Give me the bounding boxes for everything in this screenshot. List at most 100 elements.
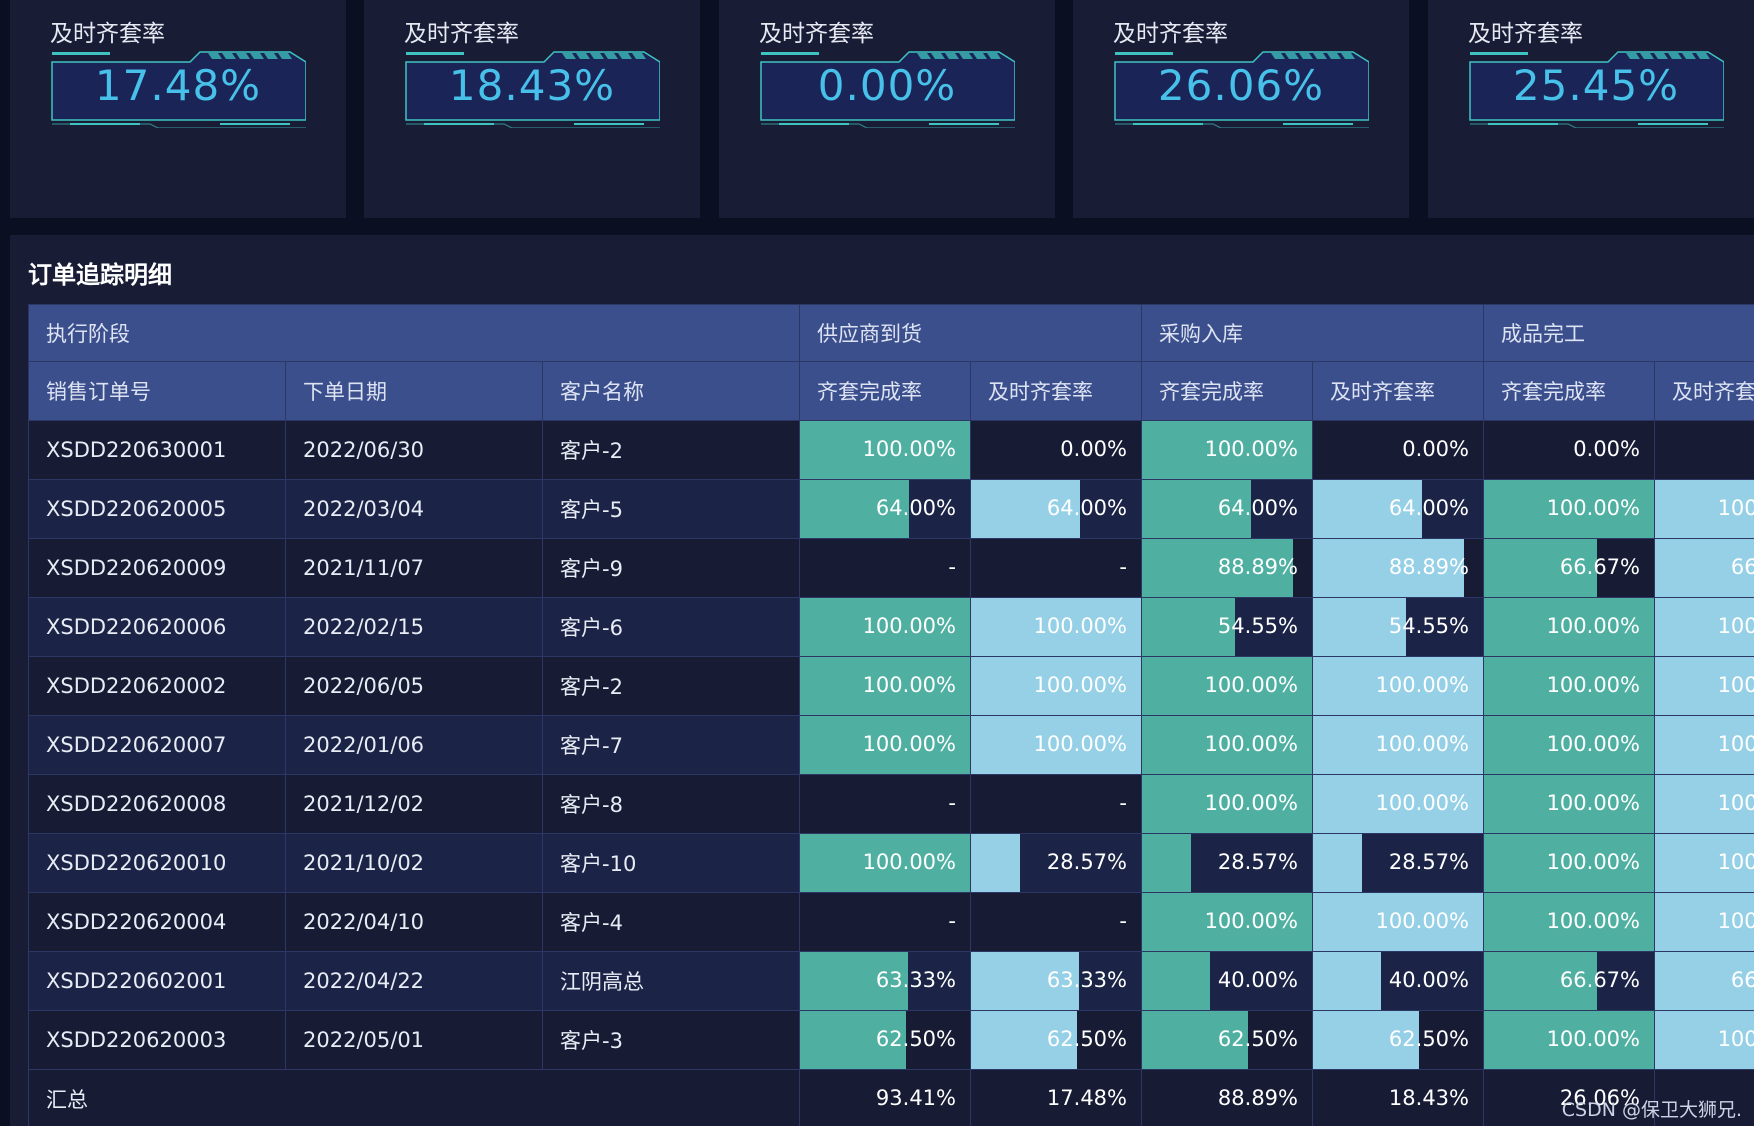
table-row[interactable]: XSDD220620008 2021/12/02 客户-8 - - 100.00% 100.… xyxy=(28,774,1754,834)
column-header[interactable]: 及时齐套率 xyxy=(1654,361,1754,421)
column-header[interactable]: 下单日期 xyxy=(285,361,543,421)
complete-rate-cell: - xyxy=(799,774,971,834)
rate-bar-fill xyxy=(1655,539,1754,597)
kpi-frame: 0.00% xyxy=(759,50,1015,128)
customer-name-cell: 客户-2 xyxy=(542,420,800,480)
rate-value: 28.57% xyxy=(1388,850,1469,874)
rate-bar-fill xyxy=(1142,598,1235,656)
kpi-card: 及时齐套率 26.06% xyxy=(1073,0,1409,218)
table-row[interactable]: XSDD220620009 2021/11/07 客户-9 - - 88.89% 88.89… xyxy=(28,538,1754,598)
complete-rate-cell: 100.00% xyxy=(799,656,971,716)
rate-value: 54.55% xyxy=(1388,614,1469,638)
rate-value: 100.00% xyxy=(1204,909,1298,933)
table-row[interactable]: XSDD220620003 2022/05/01 客户-3 62.50% 62.50% 6… xyxy=(28,1010,1754,1070)
timely-rate-cell: 62.50% xyxy=(970,1010,1142,1070)
order-date-cell: 2021/12/02 xyxy=(285,774,543,834)
column-header[interactable]: 及时齐套率 xyxy=(970,361,1142,421)
rate-bar-fill xyxy=(800,716,970,774)
rate-bar-fill xyxy=(1484,598,1654,656)
rate-bar-fill xyxy=(1313,1011,1420,1069)
group-header-purchase: 采购入库 xyxy=(1141,304,1484,362)
timely-rate-cell: 88.89% xyxy=(1312,538,1484,598)
table-row[interactable]: XSDD220620002 2022/06/05 客户-2 100.00% 100.00… xyxy=(28,656,1754,716)
rate-value: 100.00% xyxy=(1546,673,1640,697)
kpi-card: 及时齐套率 25.45% xyxy=(1428,0,1754,218)
rate-value: 100.00% xyxy=(1375,791,1469,815)
rate-bar-fill xyxy=(971,480,1080,538)
rate-bar-fill xyxy=(971,1011,1078,1069)
column-header[interactable]: 客户名称 xyxy=(542,361,800,421)
rate-value: 0.00% xyxy=(1573,437,1640,461)
rate-bar-fill xyxy=(1142,775,1312,833)
timely-rate-cell: 100.00% xyxy=(1654,892,1754,952)
customer-name-cell: 客户-6 xyxy=(542,597,800,657)
complete-rate-cell: 63.33% xyxy=(799,951,971,1011)
timely-rate-cell: 0.00% xyxy=(1312,420,1484,480)
order-tracking-panel: 订单追踪明细 执行阶段 供应商到货 采购入库 成品完工 销售订单号 下单日期 客… xyxy=(10,235,1754,1126)
timely-rate-cell: - xyxy=(970,892,1142,952)
rate-bar-fill xyxy=(1313,834,1362,892)
column-header[interactable]: 齐套完成率 xyxy=(1483,361,1655,421)
complete-rate-cell: 100.00% xyxy=(1141,656,1313,716)
order-date-cell: 2022/03/04 xyxy=(285,479,543,539)
rate-value: 100.00% xyxy=(1546,909,1640,933)
rate-value: 63.33% xyxy=(1046,968,1127,992)
customer-name-cell: 客户-5 xyxy=(542,479,800,539)
complete-rate-cell: - xyxy=(799,538,971,598)
kpi-card: 及时齐套率 18.43% xyxy=(364,0,700,218)
timely-rate-cell: 100.00% xyxy=(1312,656,1484,716)
timely-rate-cell: 64.00% xyxy=(970,479,1142,539)
complete-rate-cell: 100.00% xyxy=(799,597,971,657)
complete-rate-cell: 40.00% xyxy=(1141,951,1313,1011)
rate-value: 62.50% xyxy=(875,1027,956,1051)
order-number-cell: XSDD220620009 xyxy=(28,538,286,598)
rate-value: 100.00% xyxy=(1204,732,1298,756)
rate-bar-fill xyxy=(1484,1011,1654,1069)
column-header[interactable]: 及时齐套率 xyxy=(1312,361,1484,421)
tech-frame-decoration xyxy=(51,51,306,128)
rate-bar-fill xyxy=(1142,893,1312,951)
rate-value: 0.00% xyxy=(1060,437,1127,461)
complete-rate-cell: 100.00% xyxy=(1483,774,1655,834)
rate-bar-fill xyxy=(1313,775,1483,833)
rate-value: 66.67% xyxy=(1559,968,1640,992)
rate-value: 100.00% xyxy=(1033,673,1127,697)
table-row[interactable]: XSDD220630001 2022/06/30 客户-2 100.00% 0.00% 1… xyxy=(28,420,1754,480)
timely-rate-cell: 66.67% xyxy=(1654,538,1754,598)
table-row[interactable]: XSDD220620004 2022/04/10 客户-4 - - 100.00% 100.… xyxy=(28,892,1754,952)
timely-rate-cell: 63.33% xyxy=(970,951,1142,1011)
order-number-cell: XSDD220620008 xyxy=(28,774,286,834)
total-value: 17.48% xyxy=(1046,1086,1127,1110)
rate-bar-fill xyxy=(1142,952,1210,1010)
rate-value: 40.00% xyxy=(1217,968,1298,992)
rate-value: - xyxy=(1119,791,1127,815)
complete-rate-cell: 100.00% xyxy=(1483,833,1655,893)
column-header[interactable]: 齐套完成率 xyxy=(1141,361,1313,421)
rate-bar-fill xyxy=(1142,834,1191,892)
rate-value: 100.00% xyxy=(1546,791,1640,815)
column-header[interactable]: 齐套完成率 xyxy=(799,361,971,421)
table-row[interactable]: XSDD220620010 2021/10/02 客户-10 100.00% 28.57… xyxy=(28,833,1754,893)
rate-value: 100.00% xyxy=(1204,673,1298,697)
rate-value: 100.00% xyxy=(1375,732,1469,756)
kpi-title: 及时齐套率 xyxy=(1468,21,1583,47)
rate-value: 62.50% xyxy=(1046,1027,1127,1051)
complete-rate-cell: 100.00% xyxy=(1483,1010,1655,1070)
table-scroll-area[interactable]: 执行阶段 供应商到货 采购入库 成品完工 销售订单号 下单日期 客户名称 齐套完… xyxy=(28,304,1754,1126)
timely-rate-cell: 100.00% xyxy=(1654,833,1754,893)
table-row[interactable]: XSDD220620005 2022/03/04 客户-5 64.00% 64.00% 6… xyxy=(28,479,1754,539)
customer-name-cell: 客户-8 xyxy=(542,774,800,834)
complete-rate-cell: 100.00% xyxy=(799,833,971,893)
table-row[interactable]: XSDD220602001 2022/04/22 江阴高总 63.33% 63.33% 4… xyxy=(28,951,1754,1011)
kpi-frame: 26.06% xyxy=(1113,50,1369,128)
column-header[interactable]: 销售订单号 xyxy=(28,361,286,421)
total-label: 汇总 xyxy=(28,1069,800,1126)
rate-bar-fill xyxy=(971,952,1079,1010)
rate-bar-fill xyxy=(1655,834,1754,892)
table-row[interactable]: XSDD220620007 2022/01/06 客户-7 100.00% 100.00… xyxy=(28,715,1754,775)
table-body: XSDD220630001 2022/06/30 客户-2 100.00% 0.00% 1… xyxy=(28,420,1754,1126)
table-row[interactable]: XSDD220620006 2022/02/15 客户-6 100.00% 100.00… xyxy=(28,597,1754,657)
order-number-cell: XSDD220630001 xyxy=(28,420,286,480)
timely-rate-cell: 100.00% xyxy=(970,656,1142,716)
rate-value: 100.00% xyxy=(1546,850,1640,874)
